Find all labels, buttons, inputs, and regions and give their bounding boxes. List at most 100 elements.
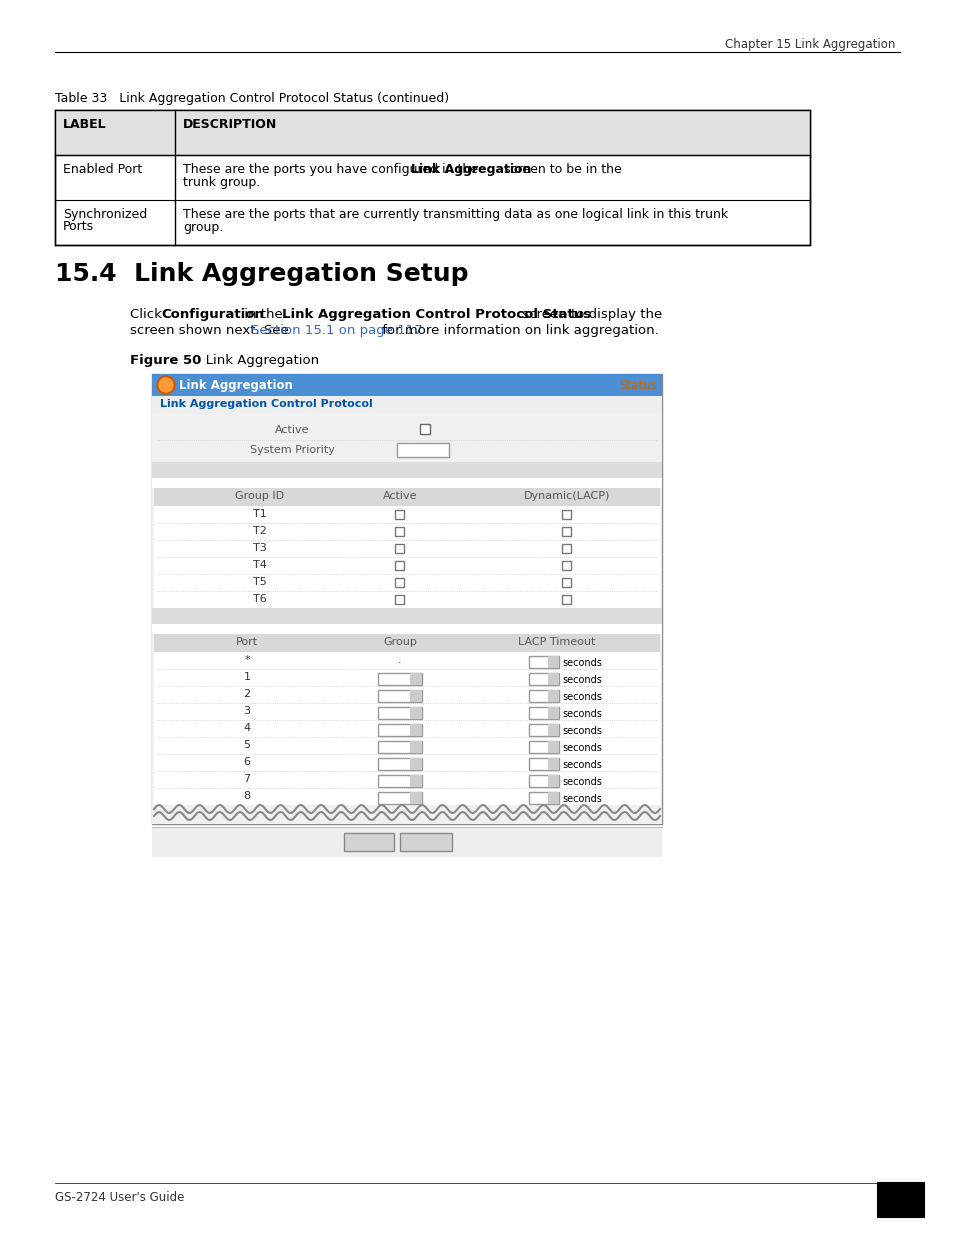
Text: Apply: Apply <box>353 836 384 846</box>
Text: T2: T2 <box>253 526 267 536</box>
Bar <box>529 690 558 701</box>
Text: ▼: ▼ <box>412 727 416 734</box>
Bar <box>547 656 558 668</box>
Text: Configuration: Configuration <box>161 308 264 321</box>
Text: None: None <box>380 760 406 769</box>
Bar <box>377 792 421 804</box>
Bar <box>152 624 661 634</box>
Text: None: None <box>380 709 406 719</box>
Text: Link Aggregation Control Protocol Status: Link Aggregation Control Protocol Status <box>282 308 591 321</box>
Text: Ports: Ports <box>63 220 94 233</box>
Text: ▼: ▼ <box>412 743 416 750</box>
Bar <box>395 543 403 553</box>
Bar <box>395 527 403 536</box>
Text: seconds: seconds <box>561 709 601 719</box>
Bar <box>377 776 421 787</box>
Text: ▼: ▼ <box>412 778 416 784</box>
Bar <box>152 374 661 396</box>
Text: in the: in the <box>239 308 287 321</box>
Text: group.: group. <box>183 221 223 233</box>
Bar <box>153 592 659 608</box>
Text: Figure 50: Figure 50 <box>130 354 201 367</box>
Text: T5: T5 <box>253 577 267 587</box>
Bar <box>395 510 403 519</box>
Bar <box>395 595 403 604</box>
Text: Group: Group <box>383 637 416 647</box>
Bar <box>529 656 558 668</box>
Bar <box>529 776 558 787</box>
Text: 30: 30 <box>531 777 542 787</box>
Bar <box>377 724 421 736</box>
Circle shape <box>157 375 174 394</box>
Bar <box>395 578 403 587</box>
Bar <box>410 673 421 685</box>
Bar <box>547 724 558 736</box>
Text: seconds: seconds <box>561 676 601 685</box>
Text: GS-2724 User's Guide: GS-2724 User's Guide <box>55 1191 184 1204</box>
Bar <box>877 1183 923 1216</box>
Text: 119: 119 <box>877 1188 923 1208</box>
Text: ▼: ▼ <box>548 778 554 784</box>
Text: 1: 1 <box>243 672 251 682</box>
Bar <box>152 608 661 624</box>
Bar <box>410 741 421 753</box>
Text: Enabled Port: Enabled Port <box>63 163 142 177</box>
Text: Section 15.1 on page 117: Section 15.1 on page 117 <box>252 324 423 337</box>
Text: These are the ports that are currently transmitting data as one logical link in : These are the ports that are currently t… <box>183 207 727 221</box>
Bar <box>419 424 430 433</box>
Text: 30: 30 <box>531 692 542 701</box>
Text: trunk group.: trunk group. <box>183 177 260 189</box>
Bar <box>547 792 558 804</box>
Bar <box>153 771 659 788</box>
Bar <box>152 396 661 414</box>
Bar <box>377 758 421 769</box>
Bar <box>153 755 659 771</box>
Text: ▼: ▼ <box>548 761 554 767</box>
Text: T4: T4 <box>253 559 267 571</box>
Text: 30: 30 <box>531 794 542 804</box>
Bar <box>547 690 558 701</box>
Text: Cancel: Cancel <box>407 836 444 846</box>
Text: 15.4  Link Aggregation Setup: 15.4 Link Aggregation Setup <box>55 262 468 287</box>
Text: screen to display the: screen to display the <box>517 308 661 321</box>
Text: 3: 3 <box>243 706 251 716</box>
Bar <box>410 706 421 719</box>
Text: ▼: ▼ <box>548 795 554 802</box>
Text: ▼: ▼ <box>412 676 416 682</box>
Bar <box>377 690 421 701</box>
Text: seconds: seconds <box>561 692 601 701</box>
Bar <box>153 634 659 652</box>
Bar <box>153 488 659 506</box>
Bar <box>410 724 421 736</box>
Bar <box>529 741 558 753</box>
Bar <box>153 506 659 522</box>
Bar <box>529 758 558 769</box>
Text: Group ID: Group ID <box>235 492 284 501</box>
Text: LABEL: LABEL <box>63 119 107 131</box>
Bar <box>153 788 659 805</box>
Text: Dynamic(LACP): Dynamic(LACP) <box>523 492 610 501</box>
Text: ▼: ▼ <box>548 693 554 699</box>
Text: 30: 30 <box>531 658 542 668</box>
Bar <box>152 414 661 824</box>
Text: These are the ports you have configured in the: These are the ports you have configured … <box>183 163 481 177</box>
Bar <box>153 737 659 755</box>
Text: seconds: seconds <box>561 760 601 769</box>
Bar <box>529 724 558 736</box>
Text: seconds: seconds <box>561 658 601 668</box>
Text: None: None <box>380 692 406 701</box>
Text: ▼: ▼ <box>412 795 416 802</box>
Text: None: None <box>380 726 406 736</box>
Bar <box>547 758 558 769</box>
Bar <box>399 832 452 851</box>
Text: seconds: seconds <box>561 726 601 736</box>
Text: ▼: ▼ <box>412 693 416 699</box>
Text: for more information on link aggregation.: for more information on link aggregation… <box>377 324 659 337</box>
Text: 6: 6 <box>243 757 251 767</box>
Text: 65535: 65535 <box>399 445 433 454</box>
Text: Table 33   Link Aggregation Control Protocol Status (continued): Table 33 Link Aggregation Control Protoc… <box>55 91 449 105</box>
Text: .: . <box>397 655 401 664</box>
Text: Link Aggregation: Link Aggregation <box>179 379 293 391</box>
Text: screen shown next. See: screen shown next. See <box>130 324 293 337</box>
Text: LACP Timeout: LACP Timeout <box>517 637 595 647</box>
